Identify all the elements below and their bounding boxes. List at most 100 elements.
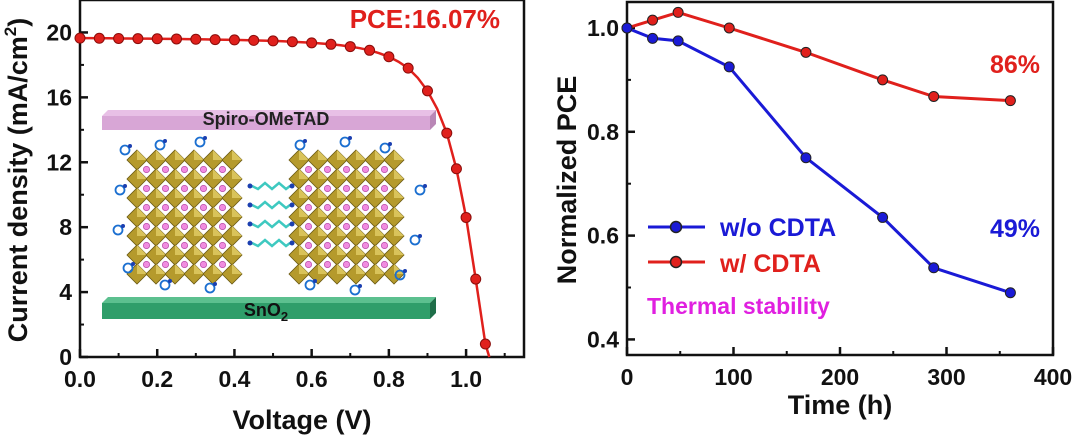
data-point-wo-cdta (800, 152, 812, 164)
octahedron-face (175, 245, 185, 255)
octahedron-face (299, 264, 309, 274)
jv-data-point (450, 163, 462, 175)
surface-molecule-atom (303, 139, 307, 143)
octahedron-face (175, 226, 185, 236)
octahedron-face (394, 245, 404, 255)
octahedron-face (213, 150, 223, 160)
octahedron-face (156, 188, 166, 198)
linker-end (247, 221, 253, 227)
cation (380, 204, 388, 212)
cation (162, 223, 170, 231)
octahedron-face (156, 169, 166, 179)
cation (342, 223, 350, 231)
cation (380, 260, 388, 268)
octahedron-face (318, 150, 328, 160)
cation (342, 204, 350, 212)
surface-molecule (159, 279, 171, 291)
octahedron-face (213, 226, 223, 236)
octahedron-face (156, 245, 166, 255)
cation (219, 185, 227, 193)
octahedron-face (156, 226, 166, 236)
octahedron-face (375, 207, 385, 217)
octahedron-face (318, 245, 328, 255)
octahedron-face (175, 264, 185, 274)
octahedron-face (175, 188, 185, 198)
surface-molecule (414, 184, 426, 196)
jv-y-tick-label: 4 (59, 279, 72, 305)
jv-data-point (460, 211, 472, 223)
cation (219, 223, 227, 231)
sno2-layer-side (430, 297, 436, 319)
octahedron-face (194, 245, 204, 255)
octahedron-face (337, 226, 347, 236)
octahedron-face (337, 169, 347, 179)
octahedron-face (194, 150, 204, 160)
jv-y-axis-label: Current density (mA/cm2) (1, 18, 33, 343)
stability-y-tick-label: 0.8 (587, 119, 619, 145)
octahedron-face (194, 226, 204, 236)
surface-molecule-atom (123, 184, 127, 188)
data-point-wo-cdta (621, 22, 633, 34)
octahedron-face (213, 264, 223, 274)
octahedron-face (232, 150, 242, 160)
jv-data-point (248, 34, 260, 46)
stability-y-tick-label: 0.6 (587, 223, 619, 249)
jv-x-axis-label: Voltage (V) (232, 405, 371, 435)
surface-molecule-atom (203, 136, 207, 140)
stability-y-axis-label: Normalized PCE (552, 76, 582, 285)
octahedron-face (394, 188, 404, 198)
data-point-wo-cdta (723, 61, 735, 73)
stability-x-ticks: 0 100 200 300 400 (621, 347, 1072, 390)
jv-y-ticks: 0 4 8 12 16 20 (46, 19, 88, 370)
stability-series (621, 6, 1016, 299)
octahedron-face (337, 207, 347, 217)
device-schematic-inset: Spiro-OMeTAD SnO2 (102, 109, 436, 324)
sno2-layer-top (102, 297, 436, 303)
octahedron-face (356, 207, 366, 217)
pce-annotation: PCE:16.07% (350, 4, 500, 34)
octahedron-face (232, 207, 242, 217)
octahedron-face (137, 264, 147, 274)
jv-y-tick-label: 16 (46, 84, 72, 110)
cation (181, 185, 189, 193)
octahedron-face (137, 188, 147, 198)
jv-data-point (325, 38, 337, 50)
data-point-w-cdta (800, 46, 812, 58)
surface-molecule-atom (348, 136, 352, 140)
jv-data-point (190, 33, 202, 45)
spiro-layer (102, 110, 436, 116)
cation (181, 223, 189, 231)
cation (219, 166, 227, 174)
surface-molecule-atom (128, 144, 132, 148)
cation (361, 223, 369, 231)
end-label-w: 86% (990, 51, 1040, 79)
perovskite-crystal-right (288, 149, 405, 285)
octahedron-face (375, 188, 385, 198)
cation (304, 204, 312, 212)
octahedron-face (337, 188, 347, 198)
surface-molecule (194, 136, 206, 148)
octahedron-face (299, 150, 309, 160)
octahedron-face (175, 150, 185, 160)
cation (323, 260, 331, 268)
legend-w-marker (669, 255, 683, 269)
octahedron-face (213, 188, 223, 198)
octahedron-face (213, 207, 223, 217)
surface-molecule-atom (358, 284, 362, 288)
surface-molecule-atom (388, 142, 392, 146)
octahedron-face (299, 169, 309, 179)
cation (361, 185, 369, 193)
cation (323, 223, 331, 231)
cation (181, 242, 189, 250)
octahedron-face (375, 150, 385, 160)
cation (162, 185, 170, 193)
cation (143, 242, 151, 250)
spiro-layer-label: Spiro-OMeTAD (203, 109, 330, 129)
octahedron-face (394, 207, 404, 217)
octahedron-face (318, 188, 328, 198)
linker-end (289, 221, 295, 227)
jv-data-point (209, 34, 221, 46)
cation (323, 204, 331, 212)
jv-data-point (151, 33, 163, 45)
octahedron-face (194, 169, 204, 179)
